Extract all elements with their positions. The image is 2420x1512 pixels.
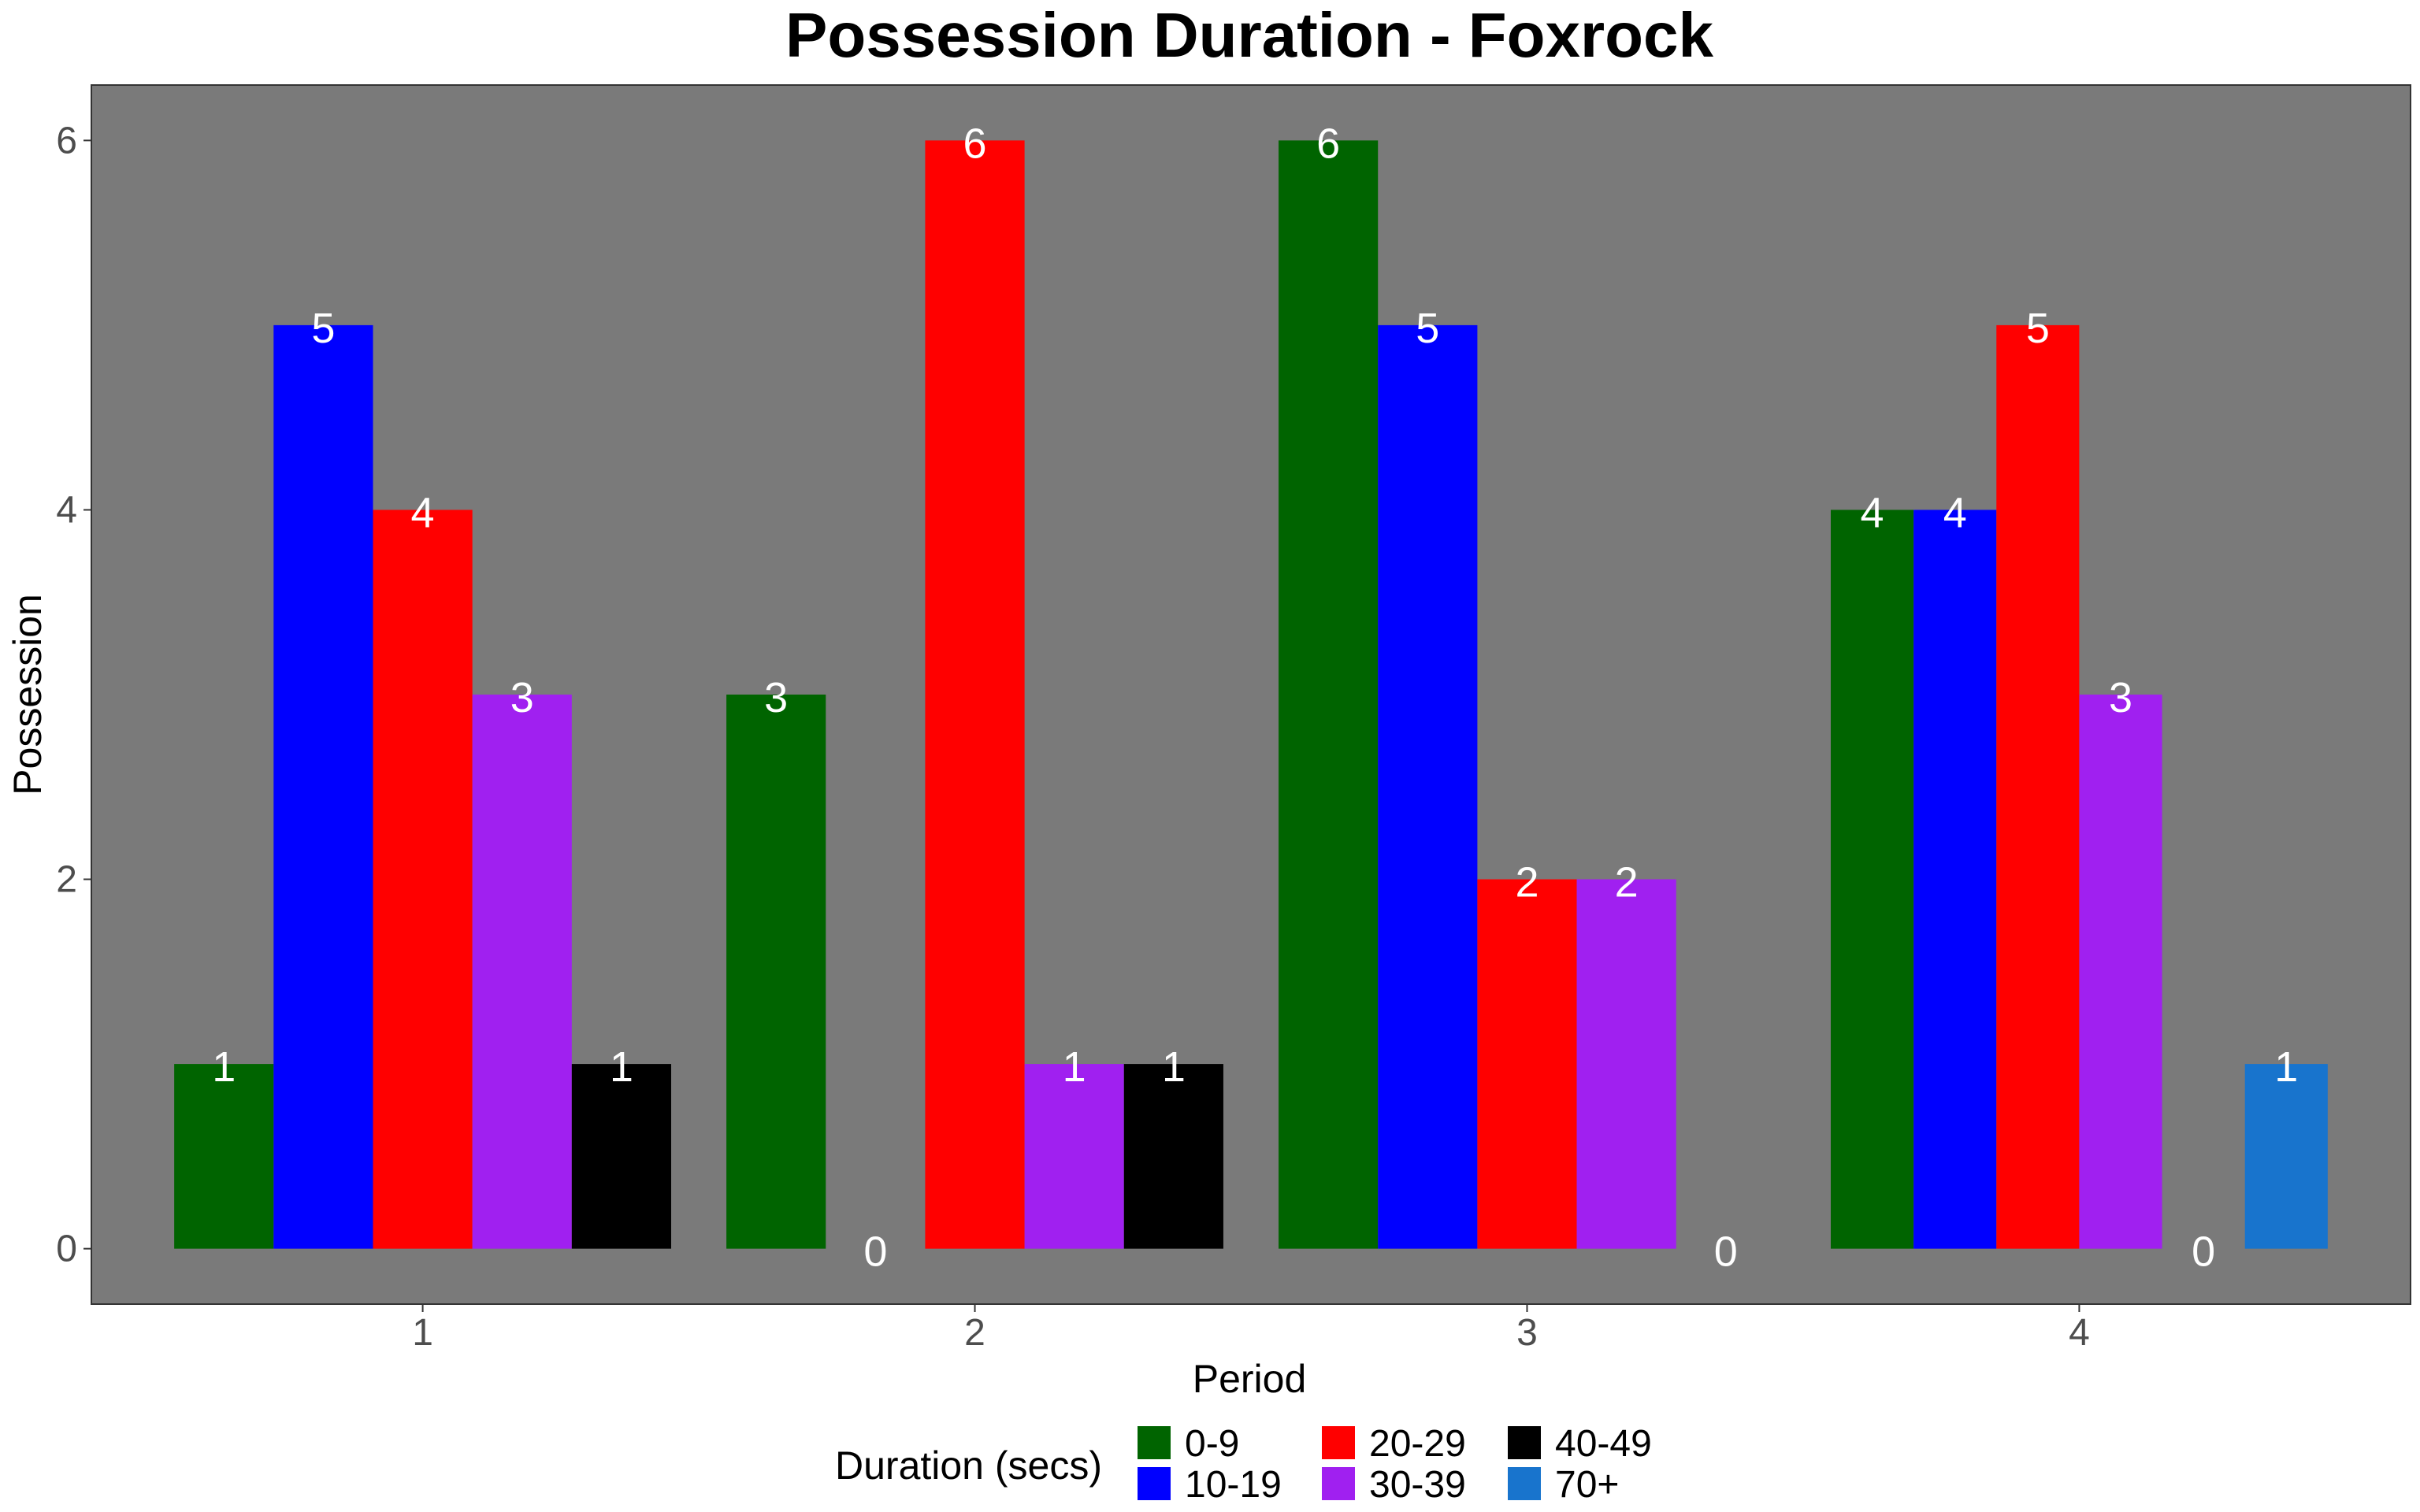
legend-key-10-19 [1138,1467,1171,1500]
bar-period-4-70+ [2244,1064,2328,1249]
x-axis-title: Period [1193,1357,1307,1401]
y-tick-label: 4 [56,489,77,531]
bar-label-period-4-10-19: 4 [1943,489,1967,536]
bar-label-period-2-10-19: 0 [863,1228,887,1276]
y-tick-label: 0 [56,1228,77,1270]
bar-label-period-4-70+: 1 [2274,1043,2298,1091]
bar-period-1-20-29 [373,510,473,1249]
legend-label-30-39: 30-39 [1369,1464,1466,1506]
legend-key-20-29 [1322,1426,1355,1459]
bar-label-period-3-30-39: 2 [1615,859,1639,906]
bar-period-2-0-9 [726,695,826,1249]
bars-layer [174,140,2328,1249]
legend-key-30-39 [1322,1467,1355,1500]
y-tick-label: 6 [56,120,77,161]
x-axis: 1 2 3 4 [412,1304,2090,1354]
bar-label-period-1-40-49: 1 [610,1043,633,1091]
bar-label-period-3-10-19: 5 [1416,305,1439,352]
bar-label-period-2-0-9: 3 [764,674,788,721]
x-tick-label: 2 [964,1312,985,1354]
bar-label-period-4-30-39: 3 [2109,674,2132,721]
legend-key-70+ [1508,1467,1541,1500]
bar-label-period-1-10-19: 5 [311,305,335,352]
bar-period-3-10-19 [1378,324,1478,1249]
bar-period-2-20-29 [925,140,1025,1249]
bar-period-4-30-39 [2079,695,2162,1249]
x-tick-label: 1 [412,1312,433,1354]
bar-labels-layer: 1 5 4 3 1 3 0 6 1 1 6 5 2 2 0 4 4 5 3 0 1 [212,120,2298,1275]
bar-label-period-3-0-9: 6 [1316,120,1340,167]
bar-label-period-4-40-49: 0 [2192,1228,2215,1276]
bar-period-1-30-39 [472,695,572,1249]
bar-label-period-4-0-9: 4 [1861,489,1884,536]
bar-label-period-1-0-9: 1 [212,1043,236,1091]
bar-period-1-0-9 [174,1064,274,1249]
bar-period-3-30-39 [1576,879,1676,1249]
bar-label-period-2-40-49: 1 [1162,1043,1186,1091]
legend-label-70+: 70+ [1555,1464,1619,1506]
bar-period-4-0-9 [1831,510,1914,1249]
bar-label-period-3-40-49: 0 [1714,1228,1738,1276]
legend-label-40-49: 40-49 [1555,1423,1652,1465]
bar-label-period-2-30-39: 1 [1063,1043,1086,1091]
bar-label-period-1-20-29: 4 [411,489,435,536]
bar-period-2-30-39 [1024,1064,1124,1249]
bar-period-4-20-29 [1996,324,2080,1249]
legend-label-10-19: 10-19 [1185,1464,1282,1506]
bar-label-period-2-20-29: 6 [963,120,987,167]
legend-label-0-9: 0-9 [1185,1423,1239,1465]
legend-title: Duration (secs) [835,1443,1102,1488]
x-tick-label: 4 [2069,1312,2090,1354]
y-axis: 0 2 4 6 [56,120,91,1270]
x-tick-label: 3 [1516,1312,1538,1354]
legend-label-20-29: 20-29 [1369,1423,1466,1465]
bar-period-1-10-19 [273,324,373,1249]
bar-period-4-10-19 [1913,510,1997,1249]
y-axis-title: Possession [6,594,50,795]
chart-title: Possession Duration - Foxrock [785,0,1714,70]
bar-period-1-40-49 [571,1064,671,1249]
bar-label-period-1-30-39: 3 [510,674,534,721]
bar-period-3-0-9 [1279,140,1379,1249]
bar-period-2-40-49 [1123,1064,1223,1249]
bar-period-3-20-29 [1477,879,1577,1249]
y-tick-label: 2 [56,859,77,901]
legend-key-0-9 [1138,1426,1171,1459]
bar-label-period-3-20-29: 2 [1515,859,1538,906]
legend-key-40-49 [1508,1426,1541,1459]
bar-label-period-4-20-29: 5 [2026,305,2050,352]
